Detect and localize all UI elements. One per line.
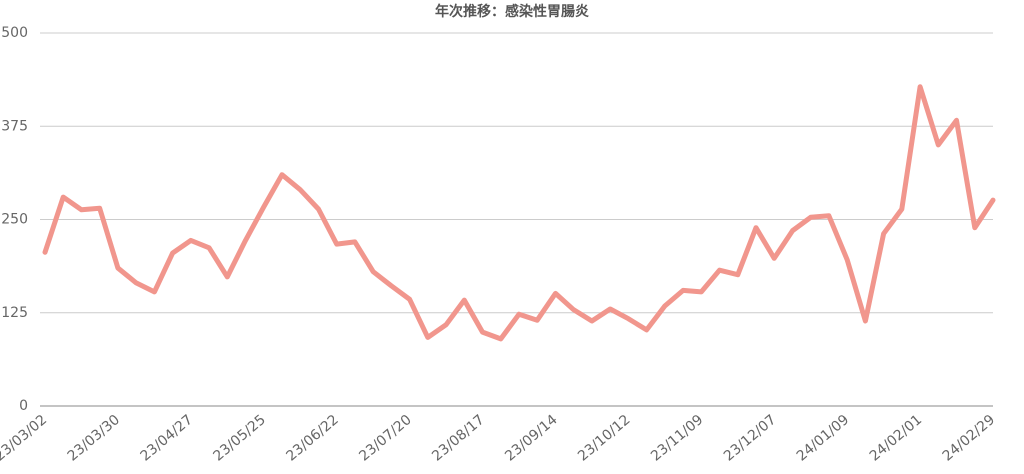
x-tick-label: 23/03/30 — [65, 412, 123, 465]
x-tick-label: 23/12/07 — [721, 412, 779, 465]
data-line — [42, 84, 996, 342]
x-tick-label: 23/03/02 — [0, 412, 50, 465]
chart-title: 年次推移：感染性胃腸炎 — [435, 3, 589, 20]
x-tick-label: 23/07/20 — [356, 412, 414, 465]
x-tick-label: 23/10/12 — [575, 412, 633, 465]
y-tick-label: 375 — [1, 118, 28, 134]
x-tick-label: 23/09/14 — [502, 412, 561, 465]
x-tick-label: 24/02/01 — [867, 412, 925, 465]
x-tick-label: 23/06/22 — [283, 412, 341, 465]
x-tick-label: 24/02/29 — [940, 412, 998, 465]
x-tick-label: 23/04/27 — [138, 412, 196, 465]
y-tick-label: 125 — [1, 305, 28, 321]
y-tick-label: 250 — [1, 212, 28, 228]
x-tick-label: 24/01/09 — [794, 412, 852, 465]
y-tick-label: 500 — [1, 25, 28, 41]
y-tick-label: 0 — [19, 398, 28, 414]
x-tick-label: 23/08/17 — [429, 412, 487, 465]
x-tick-label: 23/11/09 — [648, 412, 706, 465]
x-tick-label: 23/05/25 — [210, 412, 268, 465]
